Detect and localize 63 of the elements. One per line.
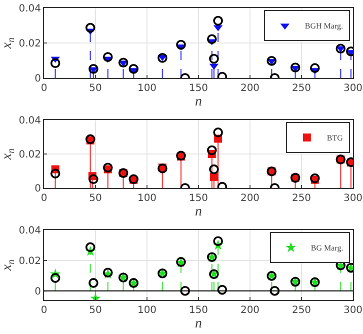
point [206,34,217,44]
point [102,162,113,172]
point [50,58,60,68]
x-tick-label: 100 [137,83,157,94]
y-tick-label: 0.02 [18,256,41,267]
y-tick-label: 0.02 [18,150,41,160]
x-tick-label: 100 [137,193,157,204]
y-tick-label: 0.04 [18,4,41,14]
point [118,58,128,68]
y-tick-label: 0 [34,74,41,84]
point [209,54,219,64]
point [310,63,320,73]
x-tick-label: 150 [188,193,208,204]
x-tick-label: 250 [292,193,312,204]
x-tick-label: 200 [240,305,260,316]
point [310,173,320,184]
point [209,164,219,174]
point [128,64,139,74]
y-tick-label: 0.02 [18,38,41,50]
point [50,168,60,178]
point [217,284,228,295]
point [206,145,217,156]
point [213,16,223,26]
x-tick-label: 50 [89,305,102,316]
y-tick-label: 0 [34,286,41,298]
point [176,40,186,50]
point [266,56,277,66]
point [85,22,96,33]
point [210,172,218,181]
x-tick-label: 250 [292,83,312,94]
point [102,52,113,62]
legend-label: BG Marg. [310,244,344,253]
point [213,128,223,138]
point [88,64,98,74]
point [290,62,300,72]
x-tick-label: 100 [137,305,157,316]
x-axis-title: n [195,204,202,220]
x-tick-label: 250 [292,305,312,316]
point [50,273,60,283]
point [158,52,168,63]
x-tick-label: 300 [343,305,363,316]
x-tick-label: 150 [188,83,208,94]
point [336,44,346,54]
legend-label: BGH Marg. [304,22,343,31]
y-tick-label: 0.04 [18,226,41,236]
y-tick-label: 0 [34,184,41,194]
x-tick-label: 200 [240,83,260,94]
point [270,286,280,296]
x-tick-label: 300 [343,83,363,94]
x-tick-label: 50 [89,83,102,94]
point [213,236,223,246]
x-tick-label: 150 [188,305,208,316]
legend-label: BTG [326,134,344,143]
y-tick-label: 0.04 [18,116,41,126]
x-axis-title: n [195,94,202,110]
point [85,242,96,252]
point [180,286,190,296]
x-tick-label: 200 [240,193,260,204]
point [88,278,98,288]
x-axis-title: n [195,316,202,332]
x-tick-label: 300 [343,193,363,204]
x-tick-label: 50 [89,193,102,204]
point [88,174,98,184]
